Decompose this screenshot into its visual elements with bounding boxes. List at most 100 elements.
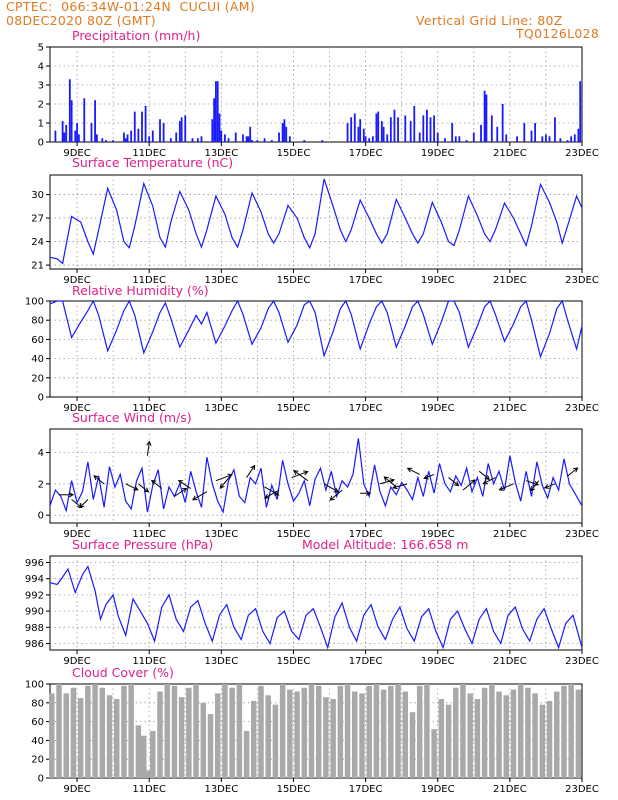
cloud-bar	[171, 685, 178, 778]
precip-bar	[288, 136, 291, 142]
header: CPTEC: 066:34W-01:24N CUCUI (AM) 08DEC20…	[0, 0, 618, 40]
precip-bar	[418, 132, 421, 142]
precip-bar	[303, 140, 306, 142]
cloud-bar	[489, 684, 495, 778]
precip-bar	[281, 123, 284, 142]
precip-bar	[68, 79, 71, 142]
precip-bar	[458, 136, 461, 142]
precip-bar	[242, 134, 244, 142]
wind-arrow-head	[482, 479, 488, 485]
wind-arrow-head	[573, 467, 579, 473]
cloud-bar	[279, 684, 286, 778]
cloud-ytick-label: 20	[31, 755, 44, 766]
cloud-bar	[525, 687, 531, 778]
precip-bar	[283, 119, 286, 142]
wind-arrow	[151, 480, 163, 489]
cloud-bar	[539, 704, 546, 778]
precip-bar	[137, 128, 140, 142]
rh-ytick-label: 0	[38, 393, 44, 404]
pres-xtick-label: 13DEC	[204, 656, 238, 667]
wind-arrow-head	[191, 495, 198, 501]
wind-arrow	[174, 487, 187, 497]
precip-bar	[112, 140, 115, 142]
wind-arrow	[478, 470, 490, 480]
precip-bar	[444, 138, 446, 142]
wind-xtick-label: 11DEC	[132, 529, 166, 540]
precip-bar	[375, 113, 378, 142]
cloud-bar	[141, 735, 147, 778]
wind-arrow-head	[470, 479, 476, 485]
temp-ytick-label: 24	[31, 237, 44, 248]
precip-bar	[321, 140, 324, 142]
cloud-bar	[99, 687, 106, 778]
precip-xtick-label: 21DEC	[493, 148, 527, 159]
precip-bar	[433, 115, 436, 142]
cloud-title: Cloud Cover (%)	[72, 665, 174, 680]
wind-arrow-head	[530, 486, 536, 492]
temp-ytick-label: 27	[31, 214, 44, 225]
precip-ytick-label: 1	[38, 119, 44, 130]
rh-frame	[49, 300, 583, 398]
cloud-bar	[135, 725, 142, 778]
cloud-bar	[121, 685, 127, 778]
cloud-bar	[388, 685, 394, 778]
wind-arrow	[146, 441, 150, 456]
wind-arrow	[329, 489, 343, 501]
precip-bar	[224, 134, 226, 142]
precip-bar	[545, 134, 547, 142]
precip-bar	[126, 134, 129, 142]
cloud-ytick-label: 100	[25, 680, 44, 691]
wind-arrow-head	[150, 479, 157, 485]
wind-arrow	[264, 486, 279, 496]
cloud-xtick-label: 13DEC	[204, 784, 238, 795]
wind-xtick-label: 23DEC	[565, 529, 599, 540]
pres-ytick-label: 994	[25, 574, 44, 585]
cloud-bar	[460, 684, 466, 778]
pres-line	[49, 565, 583, 650]
wind-arrow	[219, 475, 231, 489]
wind-arrow-head	[93, 475, 99, 481]
precip-ytick-label: 2	[38, 100, 44, 111]
wind-xtick-label: 17DEC	[349, 529, 383, 540]
temp-ytick-label: 30	[31, 190, 44, 201]
precip-ytick-label: 0	[38, 138, 44, 149]
precip-bar	[496, 126, 499, 142]
station-header: CPTEC: 066:34W-01:24N CUCUI (AM)	[6, 0, 256, 14]
cloud-bar	[561, 685, 567, 778]
precip-bar	[285, 126, 288, 142]
rh-xtick-label: 9DEC	[63, 403, 90, 414]
rh-ytick-label: 60	[31, 335, 44, 346]
wind-arrow	[383, 476, 397, 488]
precip-bar	[211, 119, 214, 142]
wind-arrow	[215, 474, 233, 482]
cloud-bar	[229, 687, 235, 778]
precip-bar	[573, 134, 576, 142]
wind-arrow	[530, 480, 540, 492]
rh-xtick-label: 15DEC	[277, 403, 311, 414]
precip-bar	[368, 138, 371, 142]
precip-bar	[530, 130, 533, 142]
precip-bar	[270, 140, 273, 142]
wind-arrow	[138, 483, 149, 493]
cloud-bar	[200, 702, 207, 778]
precip-bar	[148, 136, 151, 142]
cloud-ytick-label: 60	[31, 717, 44, 728]
rh-ytick-label: 80	[31, 316, 44, 327]
cloud-bar	[157, 691, 163, 778]
cloud-bar	[236, 684, 243, 778]
cloud-xtick-label: 21DEC	[493, 784, 527, 795]
wind-xtick-label: 15DEC	[277, 529, 311, 540]
wind-arrow-head	[498, 485, 505, 491]
precip-bar	[133, 111, 136, 142]
wind-arrow-head	[423, 474, 429, 480]
precip-bar	[480, 124, 482, 142]
precip-bar	[123, 132, 125, 142]
wind-arrow-head	[181, 487, 188, 493]
wind-xtick-label: 21DEC	[493, 529, 527, 540]
wind-arrow	[392, 483, 408, 489]
cloud-bar	[431, 729, 437, 778]
wind-arrow	[448, 477, 459, 486]
date-header: 08DEC2020 80Z (GMT)	[6, 13, 156, 28]
precip-bar	[94, 100, 96, 142]
wind-arrow-head	[274, 490, 280, 496]
